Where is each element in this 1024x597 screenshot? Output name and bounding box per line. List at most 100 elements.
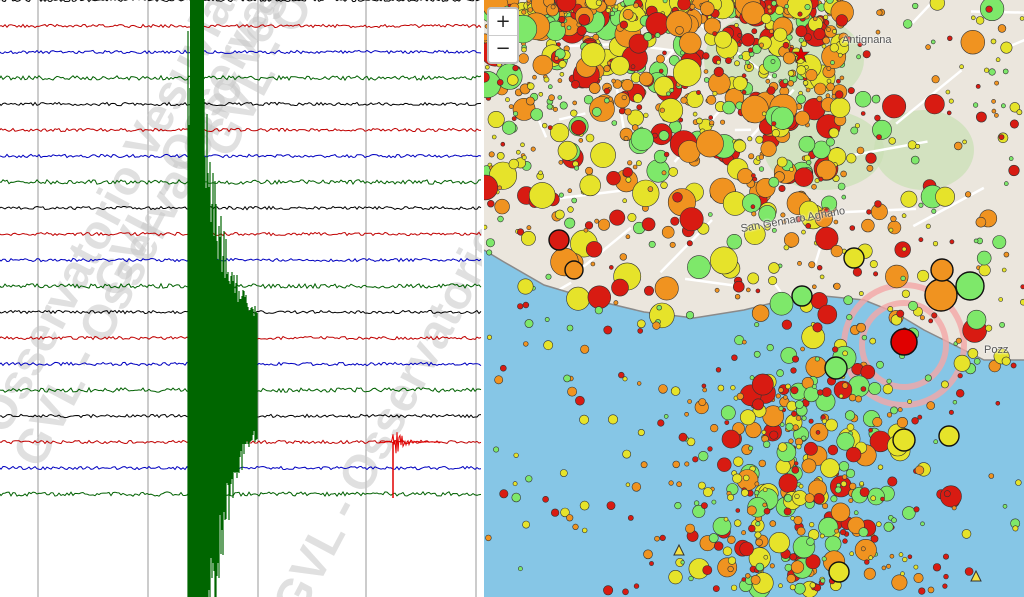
earthquake-marker [868, 427, 873, 433]
earthquake-marker [557, 95, 563, 100]
earthquake-marker [643, 112, 649, 118]
earthquake-marker [647, 186, 654, 192]
earthquake-marker [696, 117, 703, 125]
earthquake-marker [913, 572, 924, 583]
earthquake-marker [654, 276, 679, 301]
earthquake-marker [782, 78, 789, 84]
earthquake-marker [693, 500, 700, 506]
earthquake-marker [796, 526, 806, 536]
earthquake-marker [594, 306, 603, 315]
earthquake-marker [763, 554, 769, 560]
earthquake-marker [692, 456, 699, 463]
earthquake-marker [723, 516, 729, 522]
earthquake-marker [918, 202, 924, 208]
earthquake-marker [541, 122, 548, 129]
earthquake-marker [805, 69, 818, 82]
earthquake-marker [676, 481, 682, 488]
earthquake-map[interactable]: Antignana San Gennaro Agnano Pozz [484, 0, 1024, 597]
earthquake-marker [790, 560, 805, 574]
earthquake-marker [796, 94, 806, 104]
earthquake-marker [973, 357, 981, 365]
earthquake-marker [786, 573, 796, 584]
earthquake-marker [801, 229, 806, 235]
map-canvas[interactable] [484, 0, 1024, 597]
earthquake-marker [985, 324, 993, 332]
earthquake-marker [926, 401, 936, 410]
earthquake-marker [858, 527, 869, 538]
earthquake-marker [754, 481, 760, 487]
earthquake-marker [883, 521, 894, 532]
earthquake-marker [740, 95, 769, 124]
zoom-out-button[interactable]: − [495, 38, 511, 59]
earthquake-marker [566, 25, 572, 31]
road [684, 277, 735, 287]
earthquake-marker [991, 99, 996, 104]
earthquake-marker [623, 136, 629, 142]
earthquake-marker [869, 260, 878, 269]
earthquake-marker [722, 100, 736, 115]
earthquake-marker [839, 75, 845, 81]
earthquake-marker [791, 466, 800, 474]
earthquake-marker [795, 415, 802, 421]
earthquake-marker [890, 215, 897, 223]
earthquake-marker [641, 217, 656, 232]
earthquake-marker [630, 127, 654, 151]
earthquake-marker [994, 113, 999, 118]
earthquake-marker [486, 249, 493, 256]
earthquake-marker [976, 250, 992, 266]
shake-ring [859, 300, 949, 390]
earthquake-marker [840, 480, 847, 488]
zoom-in-button[interactable]: + [489, 9, 517, 36]
earthquake-marker [900, 275, 906, 282]
earthquake-marker [842, 350, 848, 357]
earthquake-marker [870, 535, 879, 543]
earthquake-marker [521, 155, 527, 160]
earthquake-marker [741, 577, 747, 582]
earthquake-marker [484, 72, 490, 83]
earthquake-marker [678, 117, 684, 123]
earthquake-marker [755, 288, 761, 294]
earthquake-marker [745, 287, 751, 293]
earthquake-marker [564, 217, 576, 229]
earthquake-marker [532, 74, 537, 80]
earthquake-marker [741, 1, 765, 25]
earthquake-marker [773, 27, 788, 42]
significant-earthquake-marker [791, 285, 813, 307]
earthquake-marker [819, 274, 825, 280]
earthquake-marker [580, 344, 590, 354]
earthquake-marker [668, 569, 683, 585]
earthquake-marker [854, 395, 862, 403]
earthquake-marker [680, 96, 688, 104]
earthquake-marker [789, 167, 794, 172]
earthquake-marker [734, 294, 741, 300]
earthquake-marker [758, 154, 765, 160]
earthquake-marker [727, 535, 736, 544]
earthquake-marker [587, 285, 612, 309]
earthquake-marker [915, 143, 921, 149]
earthquake-marker [803, 441, 818, 456]
earthquake-marker [861, 218, 875, 233]
earthquake-marker [546, 3, 559, 17]
earthquake-marker [907, 399, 912, 404]
earthquake-marker [484, 224, 488, 230]
earthquake-marker [790, 367, 797, 374]
earthquake-marker [849, 482, 857, 490]
earthquake-marker [829, 97, 851, 118]
earthquake-marker [886, 563, 891, 569]
earthquake-marker [822, 36, 831, 45]
earthquake-marker [767, 8, 773, 14]
earthquake-marker [692, 504, 706, 518]
earthquake-marker [945, 89, 951, 95]
earthquake-marker [678, 432, 688, 442]
earthquake-marker [525, 475, 533, 483]
earthquake-marker [998, 134, 1005, 140]
earthquake-marker [570, 109, 578, 117]
earthquake-marker [777, 442, 788, 452]
earthquake-marker [720, 119, 726, 125]
earthquake-marker [649, 561, 654, 566]
earthquake-marker [579, 174, 601, 197]
earthquake-marker [821, 43, 827, 49]
earthquake-marker [791, 410, 798, 417]
earthquake-marker [485, 534, 492, 542]
earthquake-marker [1008, 156, 1014, 161]
